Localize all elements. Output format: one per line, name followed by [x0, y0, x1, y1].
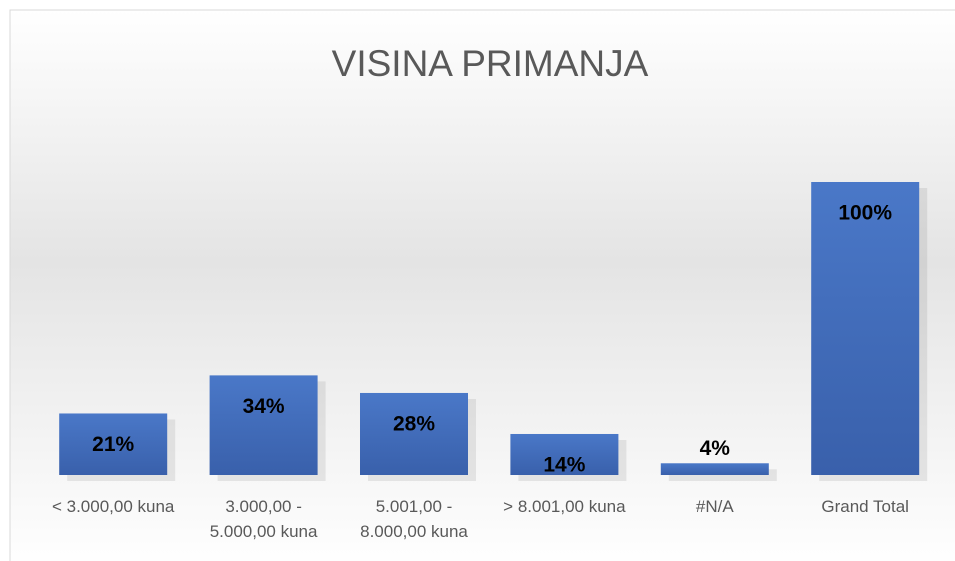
x-tick-label: #N/A [695, 497, 734, 516]
x-tick-label: > 8.001,00 kuna [503, 497, 626, 516]
data-label: 14% [543, 454, 585, 477]
bar [811, 182, 920, 475]
data-label: 4% [700, 437, 731, 460]
bar [660, 463, 769, 475]
chart-title: VISINA PRIMANJA [332, 43, 649, 84]
chart-area [9, 9, 955, 561]
data-label: 100% [838, 202, 892, 225]
x-tick-label: Grand Total [821, 497, 909, 516]
x-tick-label: 5.001,00 - 8.000,00 kuna [360, 497, 468, 541]
bar-shadow [668, 469, 777, 481]
bar [59, 413, 168, 475]
x-tick-label: < 3.000,00 kuna [51, 497, 175, 516]
data-label: 28% [393, 413, 435, 436]
data-label: 34% [243, 395, 285, 418]
bar [360, 392, 468, 475]
data-label: 21% [92, 433, 134, 456]
x-tick-label: 3.000,00 - 5.000,00 kuna [209, 497, 318, 541]
bar [510, 433, 619, 475]
bar [209, 375, 318, 475]
